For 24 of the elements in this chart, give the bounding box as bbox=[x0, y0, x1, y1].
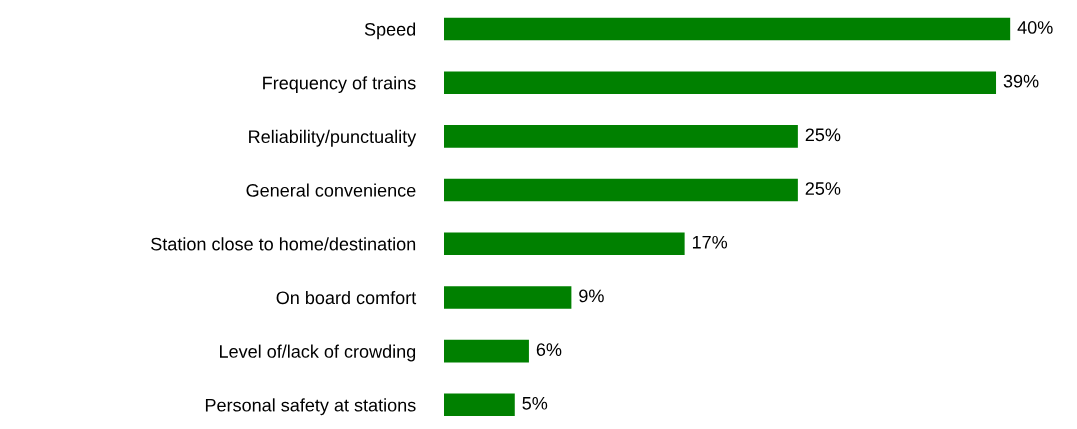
y-tick-label: Level of/lack of crowding bbox=[220, 344, 416, 362]
data-label: 40% bbox=[1017, 21, 1053, 34]
y-tick-label: Speed bbox=[364, 22, 416, 40]
bar bbox=[444, 393, 515, 417]
y-tick-label: Personal safety at stations bbox=[205, 398, 416, 416]
y-tick-label: On board comfort bbox=[276, 290, 417, 305]
bar bbox=[444, 71, 997, 94]
y-tick-label: Frequency of trains bbox=[263, 76, 416, 93]
bar bbox=[444, 232, 685, 256]
y-tick-label: General convenience bbox=[246, 183, 416, 197]
data-label: 17% bbox=[692, 235, 728, 249]
bar bbox=[444, 339, 529, 363]
data-label: 25% bbox=[805, 182, 841, 195]
data-label: 6% bbox=[536, 343, 562, 356]
data-label: 5% bbox=[522, 396, 548, 410]
y-tick-label: Station close to home/destination bbox=[151, 237, 416, 251]
bar bbox=[444, 125, 798, 148]
bar bbox=[444, 17, 1011, 41]
y-tick-label: Reliability/punctuality bbox=[249, 129, 417, 147]
data-label: 25% bbox=[805, 128, 841, 142]
bar bbox=[444, 286, 572, 309]
bar bbox=[444, 178, 798, 202]
data-label: 39% bbox=[1003, 74, 1039, 88]
data-label: 9% bbox=[579, 289, 604, 303]
